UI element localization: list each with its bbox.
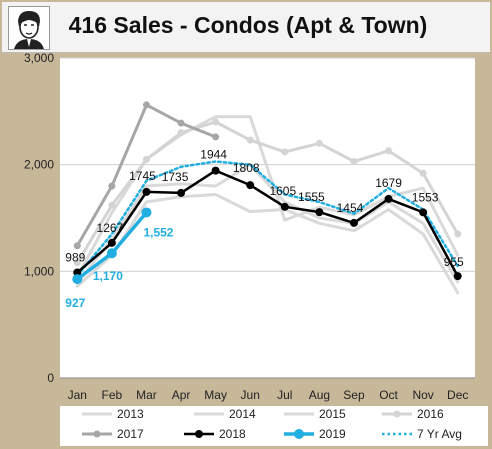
data-label-2018: 1605 bbox=[269, 184, 296, 198]
x-tick-label: Oct bbox=[379, 388, 398, 402]
data-point-2018 bbox=[280, 202, 289, 211]
legend-label: 2015 bbox=[319, 407, 346, 421]
x-tick-label: Apr bbox=[172, 388, 191, 402]
data-label-2018: 1735 bbox=[162, 170, 189, 184]
data-point-2018 bbox=[419, 208, 428, 217]
legend-label: 2013 bbox=[117, 407, 144, 421]
x-tick-label: Jul bbox=[277, 388, 292, 402]
data-point-2018 bbox=[453, 272, 462, 281]
data-label-2018: 1553 bbox=[412, 190, 439, 204]
data-point-2017 bbox=[177, 119, 185, 127]
data-label-2019: 927 bbox=[65, 296, 85, 310]
series-line-2013 bbox=[75, 193, 460, 295]
data-label-2019: 1,170 bbox=[93, 269, 123, 283]
data-point-2017 bbox=[212, 133, 220, 141]
data-point-2016 bbox=[108, 201, 116, 209]
data-label-2018: 1555 bbox=[298, 190, 325, 204]
x-tick-label: Aug bbox=[309, 388, 330, 402]
data-point-2016 bbox=[419, 169, 427, 177]
series-line-2016 bbox=[75, 120, 460, 265]
data-point-2016 bbox=[246, 136, 254, 144]
data-point-2018 bbox=[73, 268, 82, 277]
legend-marker bbox=[195, 430, 203, 438]
data-point-2017 bbox=[108, 182, 116, 190]
x-tick-label: Sep bbox=[343, 388, 365, 402]
data-point-2019 bbox=[106, 248, 117, 259]
data-point-2019 bbox=[72, 274, 83, 285]
title-box: 416 Sales - Condos (Apt & Town) bbox=[2, 2, 490, 53]
legend-marker bbox=[294, 429, 304, 439]
series-line-2014 bbox=[75, 163, 460, 285]
data-label-2018: 1944 bbox=[200, 148, 227, 162]
x-tick-label: Jan bbox=[68, 388, 87, 402]
y-tick-label: 2,000 bbox=[24, 158, 54, 172]
x-tick-label: Feb bbox=[102, 388, 123, 402]
legend-label: 2016 bbox=[417, 407, 444, 421]
data-label-2018: 1745 bbox=[129, 169, 156, 183]
legend-marker bbox=[393, 410, 401, 418]
data-label-2018: 1267 bbox=[97, 221, 124, 235]
data-point-2017 bbox=[73, 242, 81, 250]
y-tick-label: 0 bbox=[47, 371, 54, 385]
data-point-2016 bbox=[350, 157, 358, 165]
data-point-2016 bbox=[385, 147, 393, 155]
legend-label: 2014 bbox=[229, 407, 256, 421]
data-label-2018: 1454 bbox=[337, 201, 364, 215]
data-label-2018: 1808 bbox=[233, 161, 260, 175]
legend-label: 2018 bbox=[219, 427, 246, 441]
data-point-2016 bbox=[73, 259, 81, 267]
data-point-2016 bbox=[142, 155, 150, 163]
x-tick-label: Nov bbox=[412, 388, 433, 402]
data-point-2018 bbox=[107, 238, 116, 247]
data-point-2017 bbox=[142, 101, 150, 109]
data-point-2018 bbox=[211, 166, 220, 175]
legend-marker bbox=[93, 430, 101, 438]
data-label-2019: 1,552 bbox=[143, 225, 173, 239]
x-tick-label: Jun bbox=[241, 388, 260, 402]
y-tick-label: 1,000 bbox=[24, 264, 54, 278]
y-tick-label: 3,000 bbox=[24, 51, 54, 65]
data-label-2018: 989 bbox=[65, 251, 85, 265]
data-point-2018 bbox=[246, 181, 255, 190]
data-point-2018 bbox=[384, 194, 393, 203]
data-point-2016 bbox=[177, 129, 185, 137]
legend-box bbox=[60, 406, 488, 446]
x-tick-label: Mar bbox=[136, 388, 157, 402]
data-point-2018 bbox=[177, 188, 186, 197]
author-avatar bbox=[8, 6, 50, 50]
data-label-2018: 1679 bbox=[375, 176, 402, 190]
data-point-2016 bbox=[212, 118, 220, 126]
series-line-2018 bbox=[76, 169, 459, 278]
data-point-2016 bbox=[281, 148, 289, 156]
data-point-2018 bbox=[142, 187, 151, 196]
legend-label: 2017 bbox=[117, 427, 144, 441]
x-tick-label: May bbox=[204, 388, 227, 402]
data-point-2018 bbox=[315, 208, 324, 217]
data-point-2016 bbox=[315, 139, 323, 147]
series-line-7-yr-avg bbox=[76, 160, 459, 277]
data-point-2019 bbox=[141, 207, 152, 218]
x-tick-label: Dec bbox=[447, 388, 468, 402]
legend-label: 2019 bbox=[319, 427, 346, 441]
legend-label: 7 Yr Avg bbox=[417, 427, 462, 441]
data-label-2018: 955 bbox=[444, 255, 464, 269]
data-point-2018 bbox=[349, 218, 358, 227]
data-point-2016 bbox=[454, 230, 462, 238]
chart-title: 416 Sales - Condos (Apt & Town) bbox=[68, 12, 428, 38]
